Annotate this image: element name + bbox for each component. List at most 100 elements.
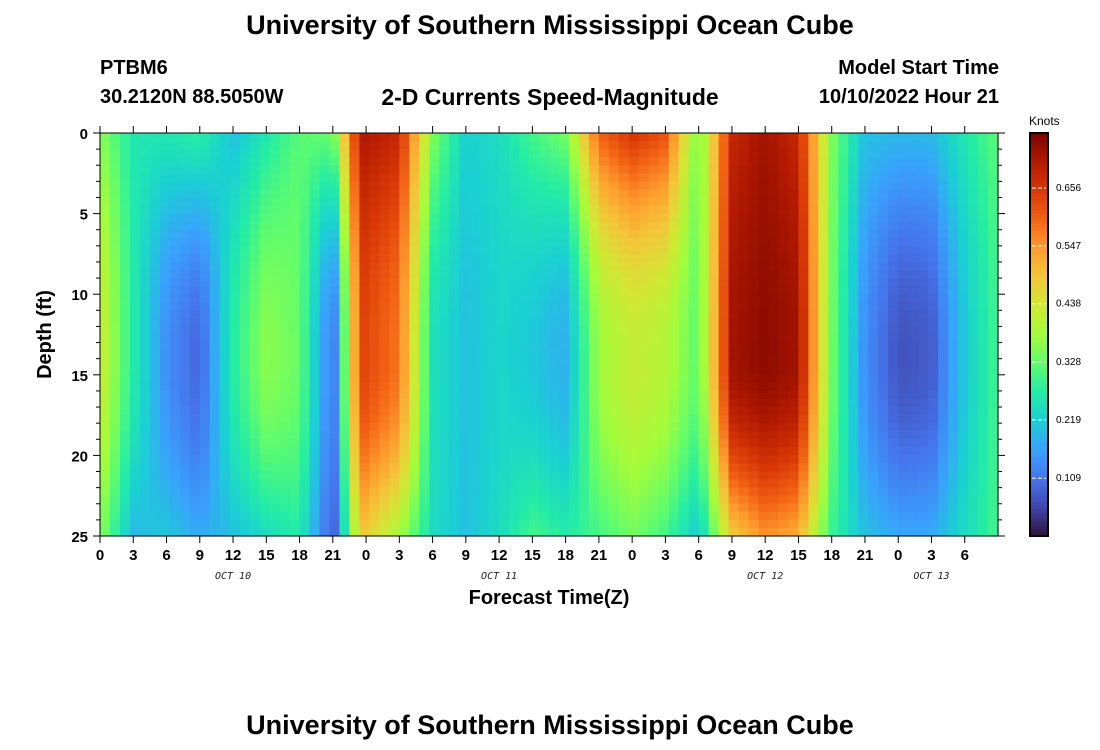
heatmap-cell <box>489 374 500 384</box>
heatmap-cell <box>658 149 670 158</box>
heatmap-cell <box>588 431 600 440</box>
date-label: OCT 13 <box>913 571 949 582</box>
heatmap-cell <box>389 302 400 311</box>
heatmap-cell <box>608 439 620 448</box>
heatmap-cell <box>139 342 151 352</box>
heatmap-cell <box>988 213 999 223</box>
heatmap-cell <box>848 181 859 191</box>
heatmap-cell <box>139 471 151 481</box>
colorbar-segment <box>1030 190 1048 194</box>
heatmap-cell <box>429 471 440 481</box>
heatmap-cell <box>439 221 450 231</box>
heatmap-cell <box>658 189 670 199</box>
heatmap-cell <box>319 431 331 440</box>
heatmap-cell <box>369 487 380 497</box>
heatmap-cell <box>568 390 580 400</box>
heatmap-cell <box>708 261 720 271</box>
heatmap-cell <box>958 479 969 489</box>
heatmap-cell <box>279 390 291 400</box>
heatmap-cell <box>808 447 819 456</box>
heatmap-cell <box>848 213 859 223</box>
heatmap-cell <box>249 197 261 207</box>
heatmap-cell <box>768 423 780 432</box>
heatmap-cell <box>588 398 600 408</box>
heatmap-cell <box>958 221 969 231</box>
heatmap-cell <box>549 229 560 239</box>
colorbar-segment <box>1030 408 1048 413</box>
heatmap-cell <box>279 358 291 368</box>
heatmap-cell <box>519 181 530 191</box>
heatmap-cell <box>808 487 819 497</box>
heatmap-cell <box>399 407 410 416</box>
heatmap-cell <box>489 407 500 416</box>
heatmap-cell <box>598 527 610 537</box>
heatmap-cell <box>668 366 680 376</box>
heatmap-cell <box>898 479 909 489</box>
heatmap-cell <box>948 487 959 497</box>
heatmap-cell <box>379 141 390 150</box>
heatmap-cell <box>818 463 829 473</box>
heatmap-cell <box>539 415 550 424</box>
heatmap-cell <box>818 447 829 456</box>
heatmap-cell <box>908 407 919 416</box>
heatmap-cell <box>798 133 810 142</box>
heatmap-cell <box>778 366 790 376</box>
heatmap-cell <box>249 519 261 529</box>
heatmap-cell <box>359 157 370 166</box>
heatmap-cell <box>249 149 261 158</box>
heatmap-cell <box>628 447 640 456</box>
heatmap-cell <box>628 141 640 150</box>
heatmap-cell <box>608 270 620 279</box>
heatmap-cell <box>918 318 929 328</box>
heatmap-cell <box>618 189 630 199</box>
heatmap-cell <box>578 253 590 263</box>
heatmap-cell <box>948 173 959 182</box>
heatmap-cell <box>439 439 450 448</box>
heatmap-cell <box>978 157 989 166</box>
heatmap-cell <box>708 221 720 231</box>
heatmap-cell <box>149 342 161 352</box>
heatmap-cell <box>768 511 780 521</box>
heatmap-cell <box>688 318 700 328</box>
heatmap-cell <box>978 519 989 529</box>
colorbar-tick-label: 0.656 <box>1056 183 1081 194</box>
heatmap-cell <box>798 334 810 344</box>
heatmap-cell <box>109 447 121 456</box>
heatmap-cell <box>848 229 859 239</box>
heatmap-cell <box>818 487 829 497</box>
heatmap-cell <box>329 141 341 150</box>
heatmap-cell <box>179 278 191 287</box>
heatmap-cell <box>918 398 929 408</box>
heatmap-cell <box>209 463 221 473</box>
heatmap-cell <box>449 302 460 311</box>
heatmap-cell <box>588 173 600 182</box>
heatmap-cell <box>449 165 460 174</box>
heatmap-cell <box>179 181 191 191</box>
heatmap-cell <box>578 350 590 360</box>
heatmap-cell <box>838 350 849 360</box>
heatmap-cell <box>279 326 291 336</box>
heatmap-cell <box>199 326 211 336</box>
heatmap-cell <box>578 294 590 303</box>
heatmap-cell <box>309 294 321 303</box>
heatmap-cell <box>419 245 430 255</box>
heatmap-cell <box>199 253 211 263</box>
heatmap-cell <box>828 133 839 142</box>
heatmap-cell <box>988 455 999 465</box>
heatmap-cell <box>179 149 191 158</box>
heatmap-cell <box>618 487 630 497</box>
heatmap-cell <box>948 229 959 239</box>
heatmap-cell <box>908 141 919 150</box>
heatmap-cell <box>299 471 311 481</box>
heatmap-cell <box>289 527 301 537</box>
heatmap-cell <box>549 270 560 279</box>
heatmap-cell <box>339 173 351 182</box>
heatmap-cell <box>489 286 500 295</box>
heatmap-cell <box>319 221 331 231</box>
heatmap-cell <box>339 342 351 352</box>
heatmap-cell <box>858 173 869 182</box>
heatmap-cell <box>169 173 181 182</box>
heatmap-cell <box>539 189 550 199</box>
heatmap-cell <box>948 270 959 279</box>
heatmap-cell <box>688 165 700 174</box>
